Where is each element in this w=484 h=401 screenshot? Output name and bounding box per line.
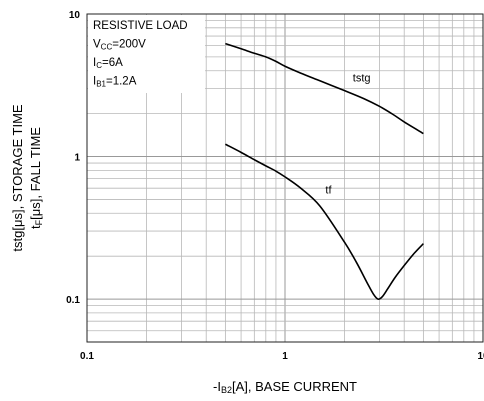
- tick-labels: 0.1 1 10 0.1 1 10: [66, 10, 484, 362]
- series-label-tf: tf: [325, 185, 332, 197]
- y-axis-title: tstg[μs], STORAGE TIME tF[μs], FALL TIME: [10, 104, 44, 252]
- legend: RESISTIVE LOAD VCC=200V IC=6A IB1=1.2A: [88, 15, 205, 93]
- y-tick-label: 1: [74, 153, 80, 164]
- legend-condition-ib1: IB1=1.2A: [93, 76, 137, 89]
- legend-condition-ic: IC=6A: [93, 57, 123, 70]
- y-tick-label: 10: [69, 10, 81, 21]
- y-tick-label: 0.1: [66, 295, 80, 306]
- series-label-tstg: tstg: [353, 73, 371, 85]
- grid: [86, 14, 483, 343]
- legend-background: [88, 15, 205, 93]
- x-tick-label: 10: [477, 351, 484, 362]
- y-axis-title-storage-time: tstg[μs], STORAGE TIME: [10, 104, 25, 252]
- legend-title: RESISTIVE LOAD: [93, 20, 188, 32]
- x-tick-label: 0.1: [80, 351, 94, 362]
- x-tick-label: 1: [282, 351, 288, 362]
- plot-border: [86, 13, 484, 343]
- plot-frame: [86, 13, 484, 343]
- series-line-tf: [225, 143, 424, 300]
- legend-condition-vcc: VCC=200V: [93, 39, 146, 52]
- series-line-tstg: [225, 42, 424, 135]
- x-axis-title: -IB2[A], BASE CURRENT: [213, 379, 357, 395]
- y-axis-title-fall-time: tF[μs], FALL TIME: [28, 127, 44, 229]
- series-layer: [225, 42, 424, 300]
